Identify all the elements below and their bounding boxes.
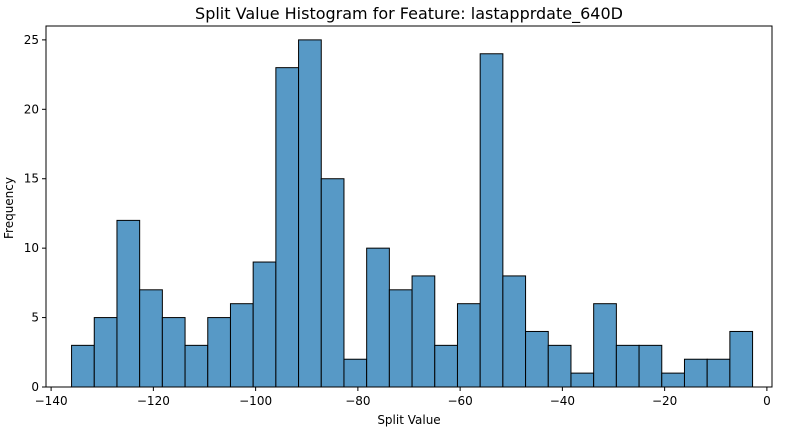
plot-frame — [45, 25, 773, 388]
x-tick-label: −140 — [35, 394, 68, 408]
histogram-bar — [71, 344, 95, 388]
x-tick-label: −100 — [239, 394, 272, 408]
histogram-bar — [320, 178, 345, 388]
x-tick-label: −80 — [345, 394, 370, 408]
histogram-bar — [525, 330, 549, 388]
y-tick-label: 15 — [24, 172, 39, 186]
histogram-bar — [706, 358, 731, 388]
x-tick-label: 0 — [763, 394, 771, 408]
histogram-bar — [207, 317, 231, 388]
histogram-bar — [479, 53, 504, 388]
y-tick-label: 20 — [24, 102, 39, 116]
chart-title: Split Value Histogram for Feature: lasta… — [195, 4, 623, 24]
histogram-bar — [661, 372, 685, 388]
histogram-bar — [161, 317, 186, 388]
histogram-bar — [502, 275, 527, 388]
y-axis: 0 5 10 15 20 25 — [24, 33, 46, 394]
histogram-bar — [570, 372, 595, 388]
y-tick-label: 25 — [24, 33, 39, 47]
histogram-bar — [729, 330, 754, 388]
histogram-bar — [184, 344, 209, 388]
histogram-bar — [411, 275, 436, 388]
x-tick-label: −60 — [447, 394, 472, 408]
histogram-bar — [434, 344, 458, 388]
histogram-bar — [139, 289, 163, 388]
x-axis-label: Split Value — [377, 413, 440, 427]
histogram-bar — [252, 261, 277, 388]
x-tick-label: −40 — [550, 394, 575, 408]
histogram-bar — [298, 39, 322, 388]
histogram-bar — [615, 344, 640, 388]
y-axis-label: Frequency — [2, 177, 16, 239]
histogram-bar — [456, 303, 481, 388]
histogram-bar — [229, 303, 254, 388]
x-tick-label: −20 — [652, 394, 677, 408]
y-tick-label: 5 — [31, 311, 39, 325]
x-axis: −140 −120 −100 −80 −60 −40 −20 0 — [35, 387, 771, 408]
histogram-bar — [547, 344, 572, 388]
histogram-bar — [366, 247, 390, 388]
histogram-bar — [683, 358, 708, 388]
histogram-bar — [638, 344, 663, 388]
bars-group — [71, 39, 754, 388]
histogram-bar — [116, 219, 141, 388]
y-tick-label: 10 — [24, 241, 39, 255]
histogram-bar — [343, 358, 368, 388]
histogram-bar — [388, 289, 413, 388]
histogram-bar — [593, 303, 617, 388]
y-tick-label: 0 — [31, 380, 39, 394]
histogram-bar — [275, 67, 300, 388]
x-tick-label: −120 — [137, 394, 170, 408]
histogram-bar — [93, 317, 118, 388]
